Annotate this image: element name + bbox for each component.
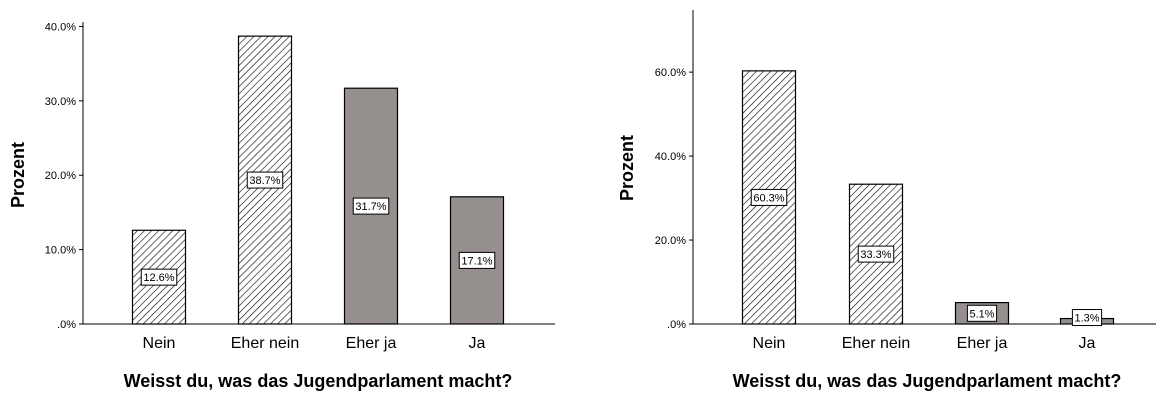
x-tick-label: Eher ja — [957, 335, 1008, 352]
x-tick-label: Eher ja — [346, 335, 397, 352]
data-label-box — [246, 171, 284, 189]
x-tick-label: Eher nein — [231, 335, 300, 352]
y-axis-title: Prozent — [8, 142, 28, 208]
y-tick-label: 10.0% — [45, 245, 76, 257]
y-tick-label: 20.0% — [45, 170, 76, 182]
data-label: 38.7% — [249, 175, 280, 187]
y-tick-label: 20.0% — [655, 235, 686, 247]
data-label-box — [140, 268, 178, 286]
y-axis-title: Prozent — [617, 135, 637, 201]
x-tick-label: Ja — [1079, 335, 1096, 352]
data-label: 33.3% — [860, 249, 891, 261]
x-tick-label: Ja — [469, 335, 486, 352]
data-label: 12.6% — [143, 272, 174, 284]
data-label-box — [458, 251, 496, 269]
x-axis-title: Weisst du, was das Jugendparlament macht… — [733, 371, 1122, 391]
y-tick-label: 60.0% — [655, 67, 686, 79]
data-label: 5.1% — [969, 308, 994, 320]
data-label-box — [1071, 309, 1103, 327]
left-bar-chart: .0% 10.0% 20.0% 30.0% 40.0% 12.6% Nein 38.7% Ehe… — [8, 21, 555, 391]
data-label: 60.3% — [753, 192, 784, 204]
y-tick-label: 30.0% — [45, 96, 76, 108]
x-tick-label: Nein — [143, 335, 176, 352]
data-label-box — [352, 197, 390, 215]
data-label-box — [966, 304, 998, 322]
right-bar-chart: .0% 20.0% 40.0% 60.0% 60.3% Nein 33.3% Eher nei… — [617, 10, 1156, 391]
data-label-box — [857, 245, 895, 263]
y-tick-label: .0% — [667, 319, 686, 331]
x-tick-label: Eher nein — [842, 335, 911, 352]
data-label: 1.3% — [1074, 313, 1099, 325]
data-label-box — [750, 188, 788, 206]
y-tick-label: 40.0% — [655, 151, 686, 163]
data-label: 31.7% — [355, 201, 386, 213]
x-axis-title: Weisst du, was das Jugendparlament macht… — [124, 371, 513, 391]
x-tick-label: Nein — [753, 335, 786, 352]
data-label: 17.1% — [461, 255, 492, 267]
y-tick-label: .0% — [57, 319, 76, 331]
y-tick-label: 40.0% — [45, 21, 76, 33]
